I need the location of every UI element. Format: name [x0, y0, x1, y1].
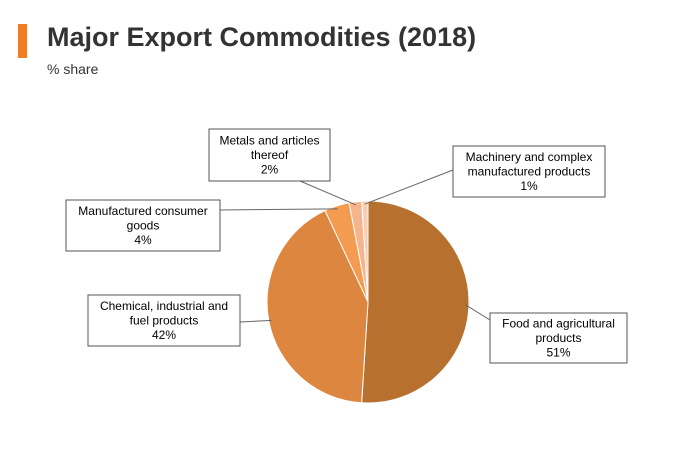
leader-line-machinery-and-complex-manufactured-products — [364, 169, 454, 205]
leader-line-manufactured-consumer-goods — [219, 208, 338, 211]
callout-box — [208, 128, 331, 182]
callout-label-line: manufactured products — [468, 164, 591, 178]
callout-label-line: thereof — [251, 148, 289, 162]
callout-label-line: Machinery and complex — [466, 150, 593, 164]
callout-label-line: Food and agricultural — [502, 316, 615, 330]
callout-percent: 51% — [546, 345, 570, 359]
title-accent-bar — [18, 24, 27, 58]
callout-box — [452, 145, 606, 198]
callout-percent: 2% — [261, 162, 279, 176]
pie-slice-food-and-agricultural-products — [361, 200, 470, 404]
leader-line-metals-and-articles-thereof — [299, 180, 356, 206]
callout-label-line: goods — [127, 218, 160, 232]
callout-percent: 42% — [152, 328, 176, 342]
leader-line-chemical-industrial-and-fuel-products — [239, 319, 272, 323]
callout-label-line: fuel products — [130, 313, 199, 327]
callout-label-line: Manufactured consumer — [78, 204, 207, 218]
callout-box — [65, 199, 221, 252]
chart-title: Major Export Commodities (2018) — [47, 22, 477, 52]
leader-lines — [219, 169, 491, 323]
callout-label-line: Chemical, industrial and — [100, 299, 228, 313]
callout-label-line: Metals and articles — [219, 133, 319, 147]
callout-percent: 1% — [520, 179, 538, 193]
chart-subtitle: % share — [47, 61, 99, 77]
callout-box — [87, 294, 241, 347]
pie-slices — [266, 200, 470, 404]
callout-percent: 4% — [134, 233, 152, 247]
leader-line-food-and-agricultural-products — [465, 304, 491, 321]
callout-box — [489, 312, 628, 364]
pie-slice-machinery-and-complex-manufactured-products — [361, 200, 369, 303]
callout-label-line: products — [535, 331, 581, 345]
